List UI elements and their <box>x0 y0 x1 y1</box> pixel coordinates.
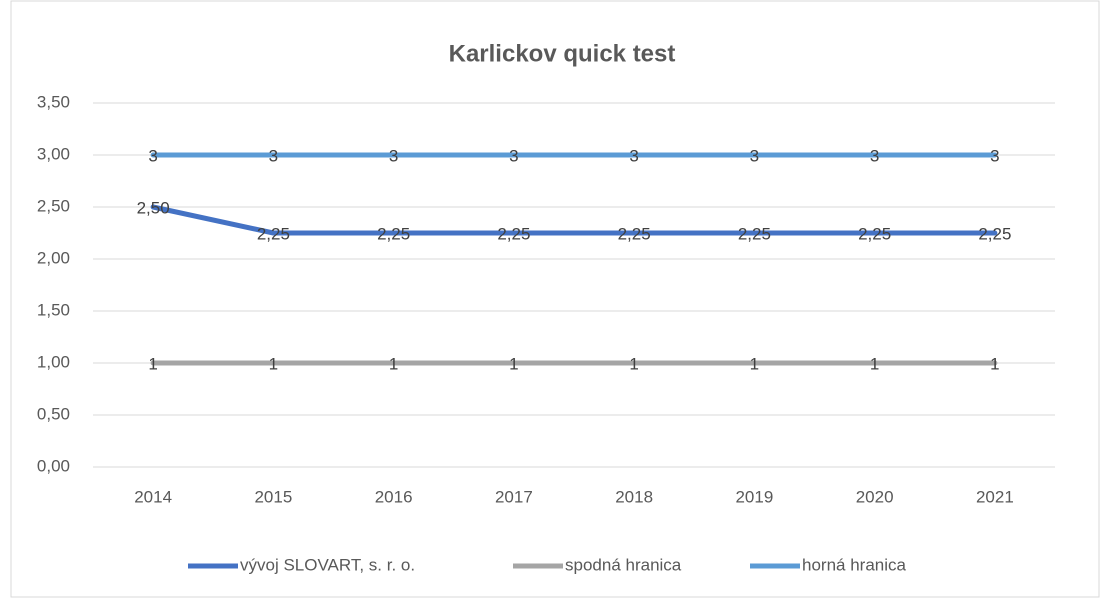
legend-label: horná hranica <box>802 555 907 574</box>
data-label: 1 <box>389 354 398 373</box>
y-tick-label: 0,50 <box>37 404 70 423</box>
data-label: 2,25 <box>377 224 410 243</box>
series-line <box>150 204 998 236</box>
data-label: 3 <box>148 146 157 165</box>
data-label: 2,25 <box>618 224 651 243</box>
y-tick-label: 3,50 <box>37 92 70 111</box>
y-tick-label: 3,00 <box>37 144 70 163</box>
legend-label: vývoj SLOVART, s. r. o. <box>240 555 415 574</box>
x-tick-label: 2016 <box>375 487 413 506</box>
chart-frame <box>10 0 1100 598</box>
data-label: 1 <box>990 354 999 373</box>
data-label: 1 <box>870 354 879 373</box>
data-label: 3 <box>990 146 999 165</box>
x-tick-label: 2015 <box>254 487 292 506</box>
x-tick-label: 2021 <box>976 487 1014 506</box>
data-label: 1 <box>750 354 759 373</box>
y-tick-label: 0,00 <box>37 456 70 475</box>
y-tick-label: 2,00 <box>37 248 70 267</box>
data-label: 2,25 <box>257 224 290 243</box>
data-label: 2,25 <box>738 224 771 243</box>
x-tick-label: 2017 <box>495 487 533 506</box>
data-label: 1 <box>148 354 157 373</box>
data-label: 2,25 <box>858 224 891 243</box>
data-label: 3 <box>389 146 398 165</box>
x-tick-label: 2018 <box>615 487 653 506</box>
y-tick-label: 1,00 <box>37 352 70 371</box>
x-tick-label: 2014 <box>134 487 172 506</box>
chart-title: Karlickov quick test <box>449 40 676 67</box>
legend-label: spodná hranica <box>565 555 682 574</box>
data-label: 1 <box>509 354 518 373</box>
x-tick-label: 2020 <box>856 487 894 506</box>
data-label: 3 <box>750 146 759 165</box>
data-label: 3 <box>509 146 518 165</box>
data-label: 1 <box>629 354 638 373</box>
data-label: 3 <box>870 146 879 165</box>
y-tick-label: 1,50 <box>37 300 70 319</box>
y-tick-label: 2,50 <box>37 196 70 215</box>
data-label: 3 <box>629 146 638 165</box>
data-label: 2,25 <box>497 224 530 243</box>
data-label: 2,25 <box>978 224 1011 243</box>
x-tick-label: 2019 <box>735 487 773 506</box>
data-label: 1 <box>269 354 278 373</box>
data-label: 2,50 <box>137 198 170 217</box>
data-label: 3 <box>269 146 278 165</box>
